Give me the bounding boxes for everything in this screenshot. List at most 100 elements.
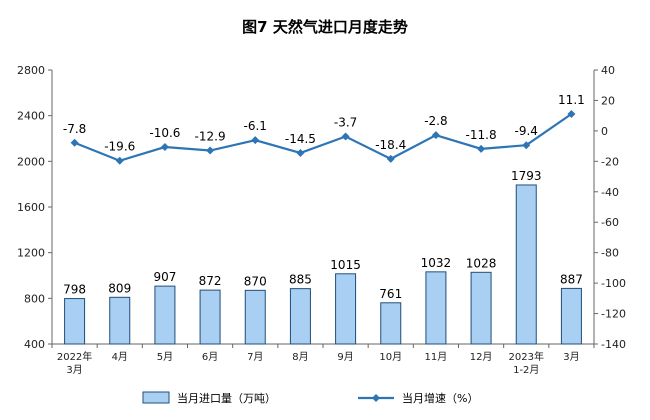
x-tick-label: 5月 [157,351,173,363]
y-right-tick-label: 0 [601,125,608,138]
y-right-tick-label: 40 [601,64,615,77]
x-tick-label: 10月 [379,351,402,363]
x-tick-label: 12月 [470,351,493,363]
y-left-tick-label: 1200 [17,247,45,260]
x-tick-label-line: 12月 [470,351,493,363]
x-tick-label-line: 1-2月 [513,364,539,376]
growth-value-label: 11.1 [558,93,585,107]
y-left-tick-label: 2800 [17,64,45,77]
bar [380,302,402,345]
chart-title: 图7 天然气进口月度走势 [242,18,408,36]
x-tick-label-line: 2022年 [57,350,92,363]
growth-point [251,136,260,145]
growth-value-label: -14.5 [285,132,316,146]
growth-value-label: -19.6 [104,140,135,154]
legend-line-label: 当月增速（%） [402,391,478,405]
growth-point [341,132,350,141]
bar-value-label: 761 [379,287,402,301]
x-tick-label-line: 8月 [292,351,308,363]
x-tick-label: 7月 [247,351,263,363]
bar-value-label: 809 [108,281,131,295]
x-tick-label: 2022年 3月 [57,350,92,376]
bar [289,288,311,345]
bar-value-label: 1028 [466,256,497,270]
bar-value-label: 885 [289,273,312,287]
legend-line-marker [372,394,380,402]
bar-value-label: 1015 [330,258,361,272]
x-tick-label: 4月 [112,351,128,363]
x-tick-label-line: 6月 [202,351,218,363]
bar-value-label: 872 [199,274,222,288]
growth-point [206,146,215,155]
bar-value-label: 870 [244,274,267,288]
x-tick-label-line: 4月 [112,351,128,363]
x-tick-label-line: 10月 [379,351,402,363]
bar [470,271,492,345]
bar-value-label: 1032 [421,256,452,270]
x-tick-label-line: 3月 [563,351,579,363]
bar-value-label: 1793 [511,169,542,183]
growth-value-label: -2.8 [424,114,447,128]
bar [199,289,221,345]
y-right-tick-label: -20 [601,155,619,168]
bar [425,271,447,345]
growth-point [567,109,576,118]
growth-point [296,148,305,157]
y-left-tick-label: 2400 [17,110,45,123]
y-right-tick-label: -100 [601,277,626,290]
bars: 798 809 907 872 870 885 1015 761 1032 1028 1793 887 [63,169,583,345]
growth-value-label: -18.4 [375,138,406,152]
legend-bar-swatch [142,391,170,404]
bar [335,273,357,345]
growth-value-label: -6.1 [244,119,267,133]
legend: 当月进口量（万吨） 当月增速（%） [142,391,478,405]
x-tick-label-line: 7月 [247,351,263,363]
bar-value-label: 798 [63,283,86,297]
bar [244,289,266,345]
bar-value-label: 907 [153,270,176,284]
growth-point [386,154,395,163]
y-right-tick-label: -60 [601,216,619,229]
growth-value-label: -12.9 [195,130,226,144]
growth-point [160,143,169,152]
bar [515,184,537,345]
x-tick-label: 11月 [425,351,448,363]
growth-point [522,141,531,150]
axes: 40080012001600200024002800-140-120-100-8… [17,64,626,376]
growth-value-label: -3.7 [334,116,357,130]
x-tick-label-line: 3月 [66,364,82,376]
x-tick-label-line: 11月 [425,351,448,363]
x-tick-label-line: 5月 [157,351,173,363]
growth-value-label: -10.6 [149,126,180,140]
growth-point [477,144,486,153]
bar [109,296,131,345]
bar [154,285,176,345]
y-right-tick-label: -140 [601,338,626,351]
x-tick-label-line: 2023年 [509,350,544,363]
y-right-tick-label: -40 [601,186,619,199]
legend-bar-label: 当月进口量（万吨） [177,391,276,405]
y-left-tick-label: 2000 [17,155,45,168]
growth-line: -7.8 -19.6 -10.6 -12.9 -6.1 -14.5 -3.7 -18.4 -2.… [63,93,585,165]
x-tick-label: 8月 [292,351,308,363]
y-right-tick-label: 20 [601,94,615,107]
y-right-tick-label: -80 [601,247,619,260]
bar-value-label: 887 [560,272,583,286]
growth-value-label: -7.8 [63,122,86,136]
growth-point [115,156,124,165]
x-tick-label: 6月 [202,351,218,363]
x-tick-label: 2023年 1-2月 [509,350,544,376]
growth-line-path [74,113,573,162]
growth-point [431,131,440,140]
x-tick-label: 3月 [563,351,579,363]
x-tick-label: 9月 [337,351,353,363]
x-tick-label-line: 9月 [337,351,353,363]
y-left-tick-label: 400 [24,338,45,351]
bar [64,298,86,345]
growth-value-label: -9.4 [515,124,538,138]
bar [560,287,582,345]
growth-value-label: -11.8 [466,128,497,142]
y-left-tick-label: 1600 [17,201,45,214]
